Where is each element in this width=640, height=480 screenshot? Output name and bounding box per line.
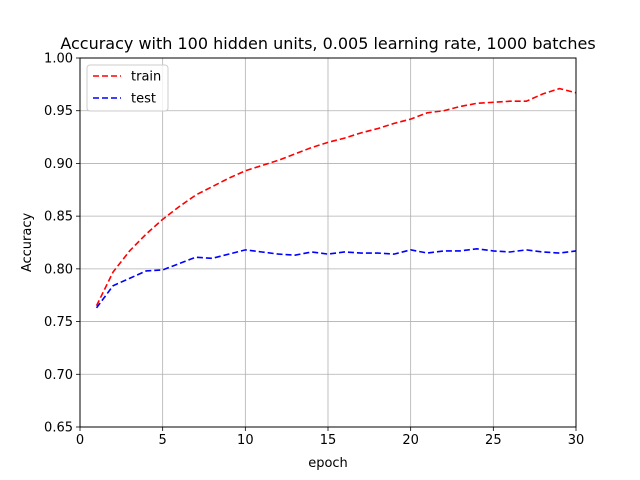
x-tick-label: 30: [568, 433, 585, 448]
series-line-test: [95, 248, 577, 309]
x-tick-label: 5: [159, 433, 167, 448]
chart-title: Accuracy with 100 hidden units, 0.005 le…: [60, 34, 595, 53]
y-tick-label: 1.00: [44, 52, 73, 67]
legend-label-test: test: [131, 92, 156, 107]
y-axis-label: Accuracy: [20, 213, 35, 273]
legend: train test: [86, 64, 169, 112]
series-layer: [95, 87, 577, 309]
x-tick-label: 15: [320, 433, 337, 448]
series-line-train: [95, 87, 577, 307]
x-tick-label: 0: [76, 433, 84, 448]
x-axis-label: epoch: [308, 456, 348, 471]
x-tick-label: 10: [237, 433, 254, 448]
y-tick-label: 0.95: [44, 104, 73, 119]
y-tick-label: 0.70: [44, 368, 73, 383]
grid: [79, 57, 577, 428]
legend-label-train: train: [131, 70, 161, 85]
x-tick-label: 25: [485, 433, 502, 448]
y-tick-label: 0.80: [44, 262, 73, 277]
y-tick-label: 0.90: [44, 157, 73, 172]
x-tick-label: 20: [402, 433, 419, 448]
y-tick-label: 0.65: [44, 421, 73, 436]
y-tick-label: 0.75: [44, 315, 73, 330]
ticks: 0 5 10 15 20 25 30 0.65 0.70 0.75 0.80 0.85 0.90 0.95…: [44, 52, 584, 449]
y-tick-label: 0.85: [44, 210, 73, 225]
